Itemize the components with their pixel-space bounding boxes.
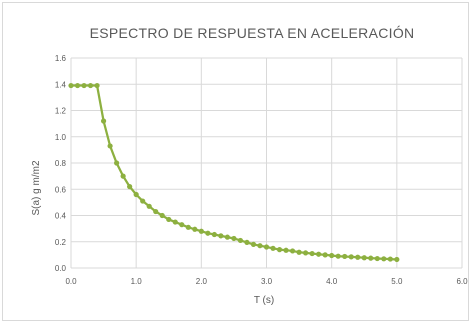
data-point	[166, 216, 172, 223]
x-tick-label: 1.0	[131, 277, 143, 286]
y-tick-label: 0.0	[55, 264, 67, 273]
y-axis-label: S(a) g m/m2	[31, 160, 42, 215]
x-tick-labels: 0.0 1.0 2.0 3.0 4.0 5.0 6.0	[65, 277, 468, 286]
data-point	[185, 224, 191, 230]
x-tick-label: 4.0	[326, 277, 338, 286]
x-tick-label: 3.0	[261, 277, 273, 286]
x-tick-label: 2.0	[196, 277, 208, 286]
data-point	[355, 254, 361, 260]
data-point	[244, 239, 250, 246]
y-tick-labels: 0.0 0.2 0.4 0.6 0.8 1.0 1.2 1.4 1.6	[55, 54, 67, 273]
data-point	[198, 228, 204, 234]
data-point	[153, 208, 159, 215]
data-point	[107, 143, 113, 149]
data-point	[218, 233, 224, 239]
data-point	[120, 173, 126, 179]
data-point	[276, 247, 283, 253]
y-tick-label: 0.2	[55, 238, 67, 247]
data-point	[270, 245, 276, 251]
data-point	[159, 212, 165, 219]
series-line	[71, 84, 397, 261]
data-point	[81, 82, 87, 89]
y-tick-label: 0.4	[55, 212, 67, 221]
chart-title: ESPECTRO DE RESPUESTA EN ACELERACIÓN	[90, 25, 415, 41]
data-point	[192, 226, 198, 232]
data-point	[296, 249, 302, 255]
x-tick-label: 6.0	[456, 277, 468, 286]
data-point	[146, 203, 152, 209]
data-point	[133, 191, 139, 198]
data-point	[283, 247, 289, 253]
y-tick-label: 1.0	[55, 133, 67, 142]
y-tick-label: 0.6	[55, 185, 67, 194]
data-point	[205, 230, 211, 236]
data-point	[348, 254, 354, 260]
data-point	[100, 118, 107, 124]
data-point	[394, 256, 400, 263]
data-point	[68, 82, 74, 89]
data-point	[87, 82, 94, 89]
data-point	[140, 198, 146, 204]
data-point	[172, 219, 178, 225]
data-point	[303, 250, 309, 256]
grid-lines	[70, 57, 463, 269]
y-tick-label: 1.2	[55, 107, 67, 116]
data-point	[179, 222, 185, 228]
data-point	[322, 252, 328, 258]
data-point	[368, 255, 374, 261]
data-point	[94, 82, 100, 89]
data-point	[224, 234, 230, 240]
x-tick-label: 0.0	[65, 277, 77, 286]
data-point	[387, 256, 393, 262]
y-tick-label: 1.4	[55, 80, 67, 89]
y-tick-label: 0.8	[55, 159, 67, 168]
data-point	[257, 243, 263, 249]
data-point	[335, 253, 341, 259]
data-point	[361, 255, 367, 261]
data-point	[289, 248, 296, 254]
data-point	[231, 235, 237, 242]
data-point	[211, 231, 217, 238]
data-point	[316, 251, 322, 257]
data-point	[74, 82, 81, 89]
data-point	[342, 253, 348, 260]
series-markers	[68, 82, 400, 263]
data-point	[250, 241, 257, 247]
x-axis-label: T (s)	[254, 295, 274, 306]
data-point	[263, 244, 270, 250]
data-point	[374, 255, 380, 262]
data-point	[237, 237, 244, 244]
data-point	[329, 252, 335, 259]
data-point	[114, 160, 120, 166]
data-point	[309, 250, 315, 257]
y-tick-label: 1.6	[55, 54, 67, 63]
data-point	[381, 256, 387, 262]
data-point	[127, 184, 133, 190]
x-tick-label: 5.0	[391, 277, 403, 286]
